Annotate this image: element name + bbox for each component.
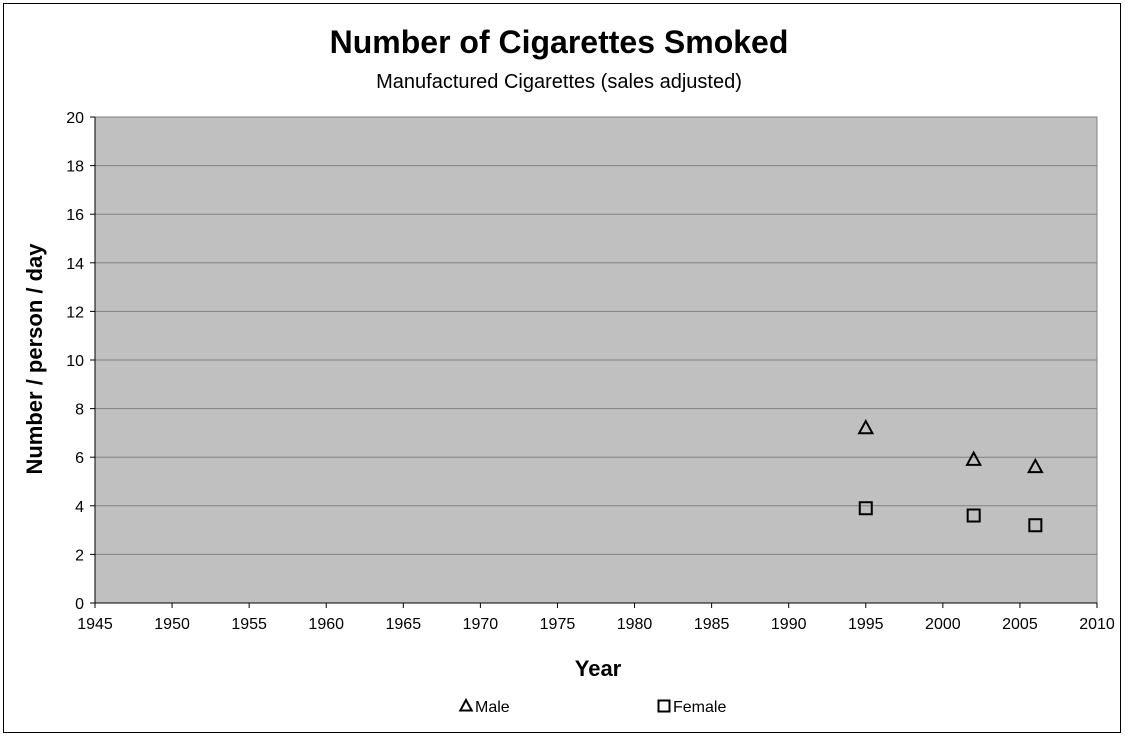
- y-tick-label: 14: [66, 256, 84, 273]
- y-tick-label: 12: [66, 304, 84, 321]
- legend-female-label: Female: [673, 699, 726, 716]
- y-tick-label: 16: [66, 207, 84, 224]
- x-tick-label: 1970: [463, 616, 499, 633]
- female-point: [966, 508, 981, 523]
- male-point: [965, 450, 983, 466]
- legend: Male Female: [458, 697, 726, 716]
- female-point: [1028, 518, 1043, 533]
- legend-male-label: Male: [475, 699, 510, 716]
- chart-subtitle: Manufactured Cigarettes (sales adjusted): [376, 71, 742, 93]
- y-tick-label: 2: [75, 547, 84, 564]
- y-tick-label: 10: [66, 353, 84, 370]
- y-tick-label: 0: [75, 596, 84, 613]
- data-markers: [857, 418, 1044, 533]
- x-tick-label: 1965: [386, 616, 422, 633]
- y-tick-label: 18: [66, 159, 84, 176]
- y-axis-ticks: 0 2 4 6 8 10 12 14 16 18 20: [66, 110, 95, 613]
- x-axis-title: Year: [575, 656, 622, 681]
- x-tick-label: 1985: [694, 616, 730, 633]
- gridlines: [95, 116, 1097, 555]
- y-tick-label: 6: [75, 450, 84, 467]
- y-axis-title: Number / person / day: [22, 243, 47, 475]
- y-tick-label: 20: [66, 110, 84, 127]
- male-point: [1027, 457, 1044, 474]
- y-tick-label: 8: [75, 402, 84, 419]
- male-point: [857, 418, 875, 435]
- y-tick-label: 4: [75, 499, 84, 516]
- x-axis-ticks: 1945 1950 1955 1960 1965 1970 1975 1980 1985 1990…: [77, 603, 1115, 633]
- x-tick-label: 2000: [925, 616, 961, 633]
- chart-title: Number of Cigarettes Smoked: [330, 24, 789, 60]
- x-tick-label: 1960: [308, 616, 344, 633]
- x-tick-label: 1955: [231, 616, 267, 633]
- female-point: [858, 501, 873, 516]
- legend-male-icon: [458, 697, 474, 712]
- x-tick-label: 2005: [1002, 616, 1038, 633]
- x-tick-label: 2010: [1079, 616, 1115, 633]
- x-tick-label: 1945: [77, 616, 113, 633]
- x-tick-label: 1995: [848, 616, 884, 633]
- x-tick-label: 1990: [771, 616, 807, 633]
- x-tick-label: 1975: [540, 616, 576, 633]
- legend-female-icon: [657, 699, 671, 713]
- x-tick-label: 1950: [154, 616, 190, 633]
- x-tick-label: 1980: [617, 616, 653, 633]
